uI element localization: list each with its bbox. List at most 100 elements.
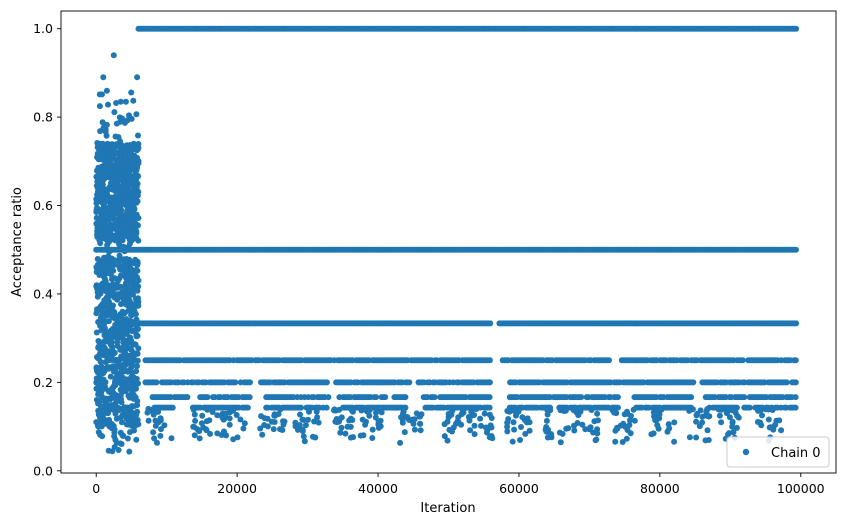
data-point <box>94 293 101 300</box>
data-point <box>417 427 424 434</box>
data-point <box>153 379 160 386</box>
data-point <box>759 412 765 419</box>
data-point <box>96 398 103 405</box>
data-point <box>132 155 139 162</box>
data-point <box>431 394 438 401</box>
data-point <box>204 394 211 401</box>
data-point <box>703 412 710 419</box>
data-point <box>578 394 585 401</box>
data-point <box>246 394 253 401</box>
data-point <box>110 52 117 59</box>
legend-marker <box>742 448 750 456</box>
data-point <box>128 164 135 171</box>
data-point <box>114 225 121 232</box>
data-point <box>477 415 484 422</box>
data-point <box>369 426 376 433</box>
data-point <box>511 426 518 433</box>
data-point <box>206 417 213 424</box>
data-point <box>582 426 589 433</box>
data-point <box>121 148 128 155</box>
data-point <box>99 148 106 155</box>
data-point <box>486 357 493 364</box>
data-point <box>349 417 356 423</box>
data-point <box>665 421 672 428</box>
data-point <box>125 297 132 304</box>
data-point <box>129 267 136 274</box>
data-point <box>129 370 136 376</box>
data-point <box>517 437 523 443</box>
data-point <box>693 412 700 419</box>
plot-frame <box>60 10 837 474</box>
data-point <box>671 419 678 426</box>
data-point <box>360 432 367 439</box>
data-point <box>133 436 140 443</box>
data-point <box>192 417 199 424</box>
y-axis: 0.0 0.2 0.4 0.6 0.8 1.0 <box>33 21 61 478</box>
data-point <box>94 256 101 262</box>
data-point <box>157 432 164 439</box>
data-point <box>134 363 140 370</box>
data-point <box>350 434 357 441</box>
data-point <box>125 198 132 205</box>
legend: Chain 0 <box>726 436 830 468</box>
data-point <box>377 417 384 424</box>
x-tick-label: 100000 <box>777 481 825 496</box>
data-point <box>134 417 141 423</box>
data-point <box>444 418 451 425</box>
data-point <box>559 407 566 413</box>
y-axis-label: Acceptance ratio <box>10 187 25 297</box>
data-point <box>131 306 137 313</box>
data-point <box>230 436 237 443</box>
data-point <box>548 434 555 441</box>
data-point <box>129 321 136 328</box>
data-point <box>657 407 664 414</box>
data-point <box>382 394 389 401</box>
data-point <box>519 414 526 421</box>
data-point <box>121 259 128 265</box>
data-point <box>134 163 140 170</box>
data-point <box>349 408 356 415</box>
data-point <box>628 412 634 419</box>
data-point <box>411 426 418 433</box>
data-point <box>97 230 104 237</box>
data-point <box>130 97 137 104</box>
y-tick-label: 0.4 <box>33 286 53 301</box>
data-point <box>741 394 748 401</box>
data-point <box>718 419 725 426</box>
data-point <box>107 373 114 380</box>
data-point <box>486 394 493 401</box>
x-axis: 0 20000 40000 60000 80000 100000 <box>92 473 825 496</box>
data-point <box>117 346 124 353</box>
data-point <box>190 406 197 413</box>
data-point <box>132 295 139 302</box>
data-point <box>122 268 129 275</box>
data-point <box>693 418 700 425</box>
data-point <box>279 427 286 433</box>
data-point <box>226 415 233 422</box>
data-point <box>123 329 130 336</box>
data-point <box>111 109 118 116</box>
data-point <box>313 408 320 415</box>
data-point <box>152 417 159 424</box>
data-point <box>207 430 214 437</box>
data-point <box>563 425 570 432</box>
data-point <box>103 87 110 94</box>
data-point <box>705 437 712 443</box>
data-point <box>671 438 678 445</box>
data-point <box>154 439 160 446</box>
data-point <box>588 407 595 413</box>
data-point <box>115 404 121 411</box>
data-point <box>113 143 120 150</box>
data-point <box>626 422 633 428</box>
data-point <box>157 415 164 422</box>
data-point <box>161 422 168 429</box>
data-point <box>686 434 693 441</box>
x-axis-label: Iteration <box>420 501 475 516</box>
data-point <box>107 169 114 176</box>
data-point <box>105 101 111 108</box>
data-point <box>100 185 107 192</box>
data-point <box>126 448 133 455</box>
data-point <box>191 432 198 439</box>
data-point <box>690 379 697 386</box>
